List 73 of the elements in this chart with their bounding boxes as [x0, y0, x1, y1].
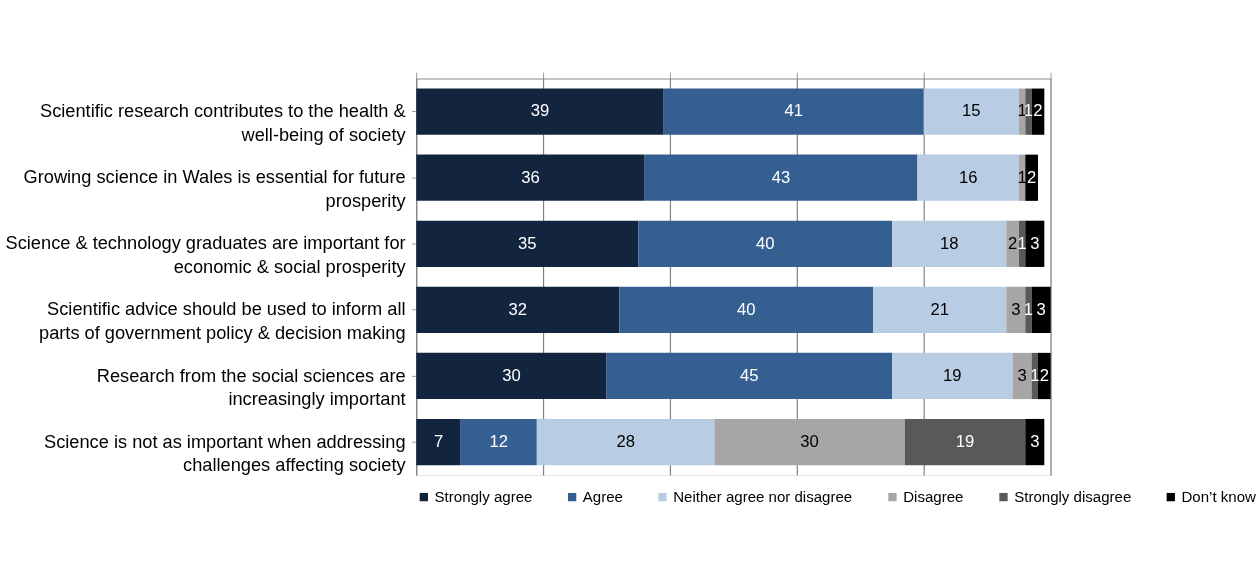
- data-label: 1: [1017, 233, 1027, 253]
- bar: [644, 154, 918, 201]
- data-label: 28: [616, 431, 635, 451]
- legend-label: Agree: [582, 487, 623, 505]
- bar: [923, 88, 1019, 135]
- y-tick-label: Science is not as important when addressing challenges affecting society: [44, 430, 407, 476]
- data-label: 16: [958, 167, 978, 187]
- bar: [663, 88, 924, 135]
- legend-label: Strongly agree: [434, 487, 533, 505]
- bar: [873, 286, 1007, 334]
- bar: [1031, 286, 1051, 334]
- data-label: 18: [939, 233, 959, 253]
- bar: [460, 418, 537, 466]
- bar: [416, 418, 461, 466]
- data-label: 3: [1030, 233, 1040, 253]
- y-tick-label: Research from the social sciences are increasingly important: [96, 364, 406, 410]
- legend-label: Neither agree nor disagree: [673, 487, 853, 505]
- bar: [416, 88, 664, 135]
- y-tick-label: Science & technology graduates are important for economic & social prosperity: [5, 232, 407, 278]
- bar: [1025, 418, 1045, 466]
- legend-label: Strongly disagree: [1014, 487, 1132, 505]
- data-label: 19: [943, 365, 962, 385]
- data-label: 15: [962, 101, 981, 121]
- data-label: 39: [530, 101, 550, 121]
- data-label: 1: [1017, 101, 1027, 121]
- data-label: 36: [521, 167, 540, 187]
- data-label: 3: [1017, 365, 1027, 385]
- bar: [904, 418, 1026, 466]
- data-label: 3: [1036, 299, 1046, 319]
- data-label: 1: [1030, 365, 1040, 385]
- bar: [892, 352, 1013, 400]
- data-label: 41: [784, 101, 803, 121]
- y-tick-label: Growing science in Wales is essential for future prosperity: [23, 166, 407, 212]
- bar: [606, 352, 893, 400]
- data-label: 30: [502, 365, 521, 385]
- data-label: 19: [955, 431, 975, 451]
- bar: [416, 220, 639, 267]
- data-label: 43: [771, 167, 791, 187]
- bar: [892, 220, 1007, 267]
- bar: [619, 286, 874, 334]
- data-label: 2: [1039, 365, 1049, 385]
- bar: [416, 154, 645, 201]
- bar: [536, 418, 715, 466]
- bar: [1025, 286, 1032, 334]
- data-label: 2: [1033, 101, 1043, 121]
- data-label: 1: [1023, 299, 1034, 319]
- bar: [917, 154, 1019, 201]
- data-label: 30: [800, 431, 819, 451]
- data-label: 40: [736, 299, 756, 319]
- bar: [638, 220, 893, 267]
- data-label: 3: [1030, 431, 1040, 451]
- y-tick-label: Scientific research contributes to the health & well-being of society: [40, 100, 407, 145]
- data-label: 2: [1027, 167, 1037, 187]
- data-label: 32: [508, 299, 528, 319]
- data-label: 40: [755, 233, 775, 253]
- y-tick-label: Scientific advice should be used to inform all parts of government policy & decision making: [39, 298, 406, 344]
- data-label: 3: [1011, 299, 1021, 319]
- bar: [1012, 352, 1032, 400]
- bar: [416, 286, 620, 334]
- data-label: 2: [1007, 233, 1018, 253]
- bar: [416, 352, 607, 400]
- data-label: 21: [930, 299, 949, 319]
- data-label: 12: [489, 431, 509, 451]
- bar: [1037, 352, 1051, 400]
- bar: [1025, 220, 1045, 267]
- bar: [1025, 88, 1032, 135]
- data-label: 7: [433, 431, 444, 451]
- bar: [714, 418, 905, 466]
- data-label: 45: [740, 365, 759, 385]
- legend-label: Disagree: [903, 487, 964, 505]
- bar: [1006, 286, 1026, 334]
- data-label: 35: [518, 233, 537, 253]
- legend-label: Don’t know: [1181, 487, 1257, 505]
